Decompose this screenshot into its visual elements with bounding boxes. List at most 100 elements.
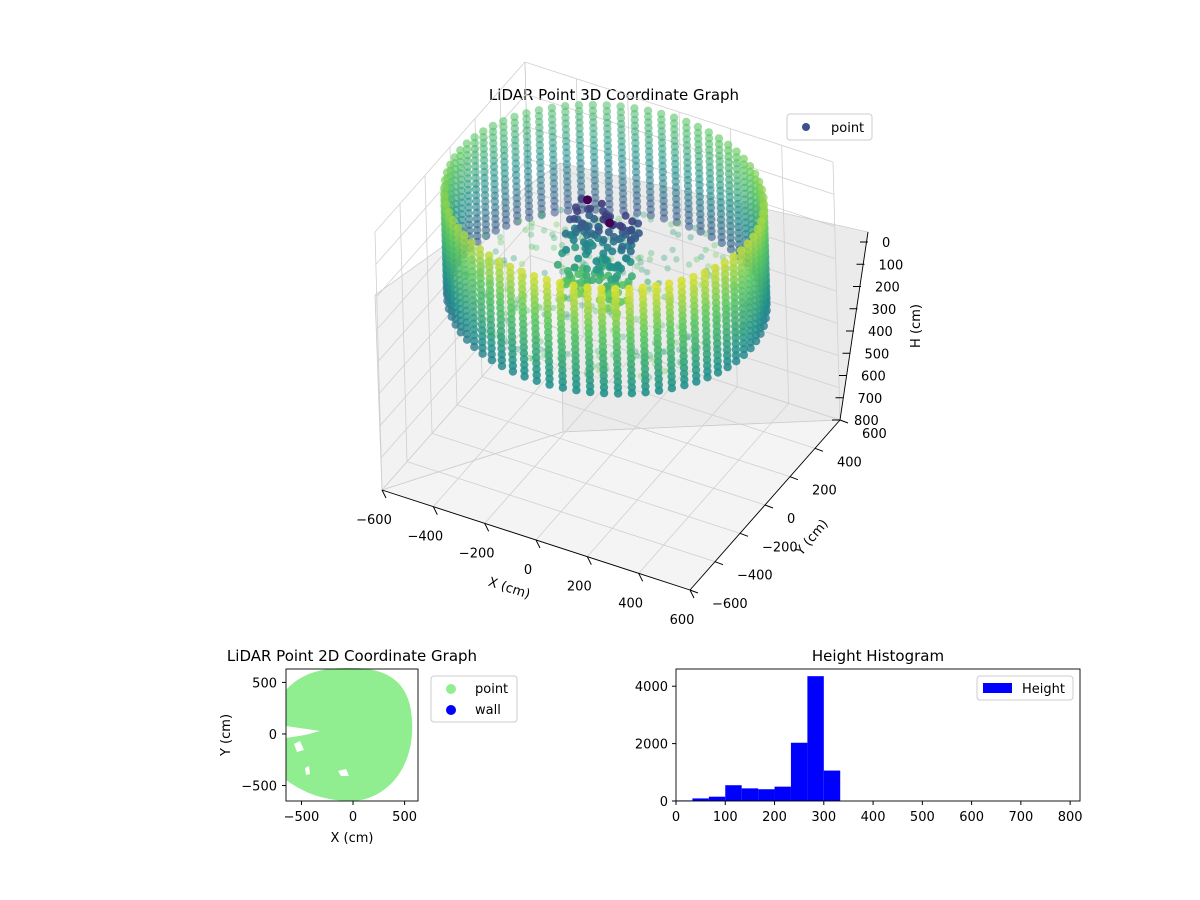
lidar-point <box>531 341 541 351</box>
lidar-point <box>599 359 608 369</box>
lidar-point <box>523 143 532 153</box>
lidar-point <box>672 206 681 215</box>
plot-frame-hist <box>675 668 1081 802</box>
lidar-point <box>487 344 496 353</box>
plot-frame-2d <box>285 668 419 802</box>
lidar-point <box>712 327 722 336</box>
lidar-point <box>633 208 642 217</box>
lidar-point <box>604 228 613 237</box>
lidar-point <box>548 115 557 124</box>
lidar-point <box>702 349 712 359</box>
lidar-point <box>468 273 477 282</box>
lidar-point <box>723 362 732 372</box>
lidar-point <box>701 286 710 295</box>
lidar-point <box>695 169 704 178</box>
lidar-point <box>586 204 595 213</box>
lidar-point <box>576 223 585 231</box>
lidar-point <box>633 316 640 323</box>
lidar-point <box>592 257 601 266</box>
lidar-point <box>582 240 591 249</box>
lidar-point <box>658 161 667 171</box>
lidar-point <box>604 188 614 197</box>
z-axis-line <box>839 231 869 421</box>
lidar-point <box>576 278 585 287</box>
gap-1 <box>286 726 320 738</box>
grid-line <box>379 255 531 426</box>
lidar-point <box>583 283 592 292</box>
lidar-point <box>508 367 518 376</box>
lidar-point <box>472 191 481 200</box>
lidar-point <box>670 119 679 128</box>
lidar-point <box>640 335 649 345</box>
lidar-point <box>739 350 749 360</box>
y-tick-label-2d: 500 <box>252 676 277 691</box>
lidar-point <box>470 342 479 352</box>
lidar-point <box>739 327 748 336</box>
x-tick-label: 200 <box>567 580 592 595</box>
lidar-point <box>506 280 515 289</box>
lidar-point <box>570 310 579 319</box>
lidar-point <box>468 284 477 293</box>
lidar-point <box>577 188 586 197</box>
legend-hist-label: Height <box>1022 682 1065 697</box>
x-tick-label-hist: 200 <box>762 810 787 825</box>
lidar-point <box>565 270 574 279</box>
lidar-point <box>462 318 471 327</box>
lidar-point <box>690 330 700 340</box>
lidar-point <box>502 221 511 230</box>
lidar-point <box>665 285 674 294</box>
lidar-point <box>612 337 621 346</box>
lidar-point <box>527 354 534 362</box>
lidar-point <box>643 269 651 276</box>
lidar-point <box>480 185 490 194</box>
z-tick-label: 600 <box>861 370 886 385</box>
lidar-point <box>628 217 637 226</box>
lidar-point <box>594 227 603 236</box>
lidar-point <box>695 180 704 190</box>
lidar-point <box>518 302 527 311</box>
lidar-point <box>646 199 655 208</box>
lidar-point <box>645 284 653 291</box>
lidar-point <box>667 378 676 387</box>
lidar-point <box>648 249 655 257</box>
lidar-point <box>716 186 725 195</box>
lidar-point <box>506 291 516 301</box>
lidar-point <box>659 185 668 194</box>
lidar-point <box>680 375 689 384</box>
histogram-bar <box>823 770 841 801</box>
lidar-point <box>558 366 567 375</box>
lidar-point <box>508 349 517 359</box>
lidar-point <box>489 133 498 142</box>
lidar-point <box>713 350 722 360</box>
apex-point <box>583 195 593 205</box>
lidar-point <box>524 201 534 211</box>
lidar-point <box>556 296 565 305</box>
lidar-point <box>592 307 599 315</box>
x-tick-label-2d: 500 <box>392 810 417 825</box>
lidar-point <box>463 174 473 183</box>
lidar-point <box>489 162 499 171</box>
lidar-point <box>537 304 545 312</box>
lidar-point <box>591 193 600 202</box>
x-tick-label-2d: −500 <box>284 810 320 825</box>
lidar-point <box>701 297 710 306</box>
lidar-point <box>713 339 722 348</box>
y-tick-mark <box>689 589 699 594</box>
lidar-point <box>657 115 666 124</box>
lidar-point <box>645 278 652 286</box>
lidar-point <box>571 351 580 360</box>
histogram-title: Height Histogram <box>812 647 944 665</box>
lidar-point <box>669 246 676 254</box>
lidar-point <box>572 386 581 395</box>
lidar-point <box>556 313 566 323</box>
lidar-point <box>472 225 482 235</box>
lidar-point <box>583 300 593 310</box>
lidar-point <box>661 254 668 261</box>
lidar-point <box>530 301 539 310</box>
lidar-point <box>561 125 571 134</box>
lidar-point <box>544 333 553 343</box>
lidar-point <box>712 251 719 258</box>
x-tick-label: −200 <box>459 546 495 561</box>
lidar-point <box>605 308 613 315</box>
lidar-point <box>575 130 584 139</box>
